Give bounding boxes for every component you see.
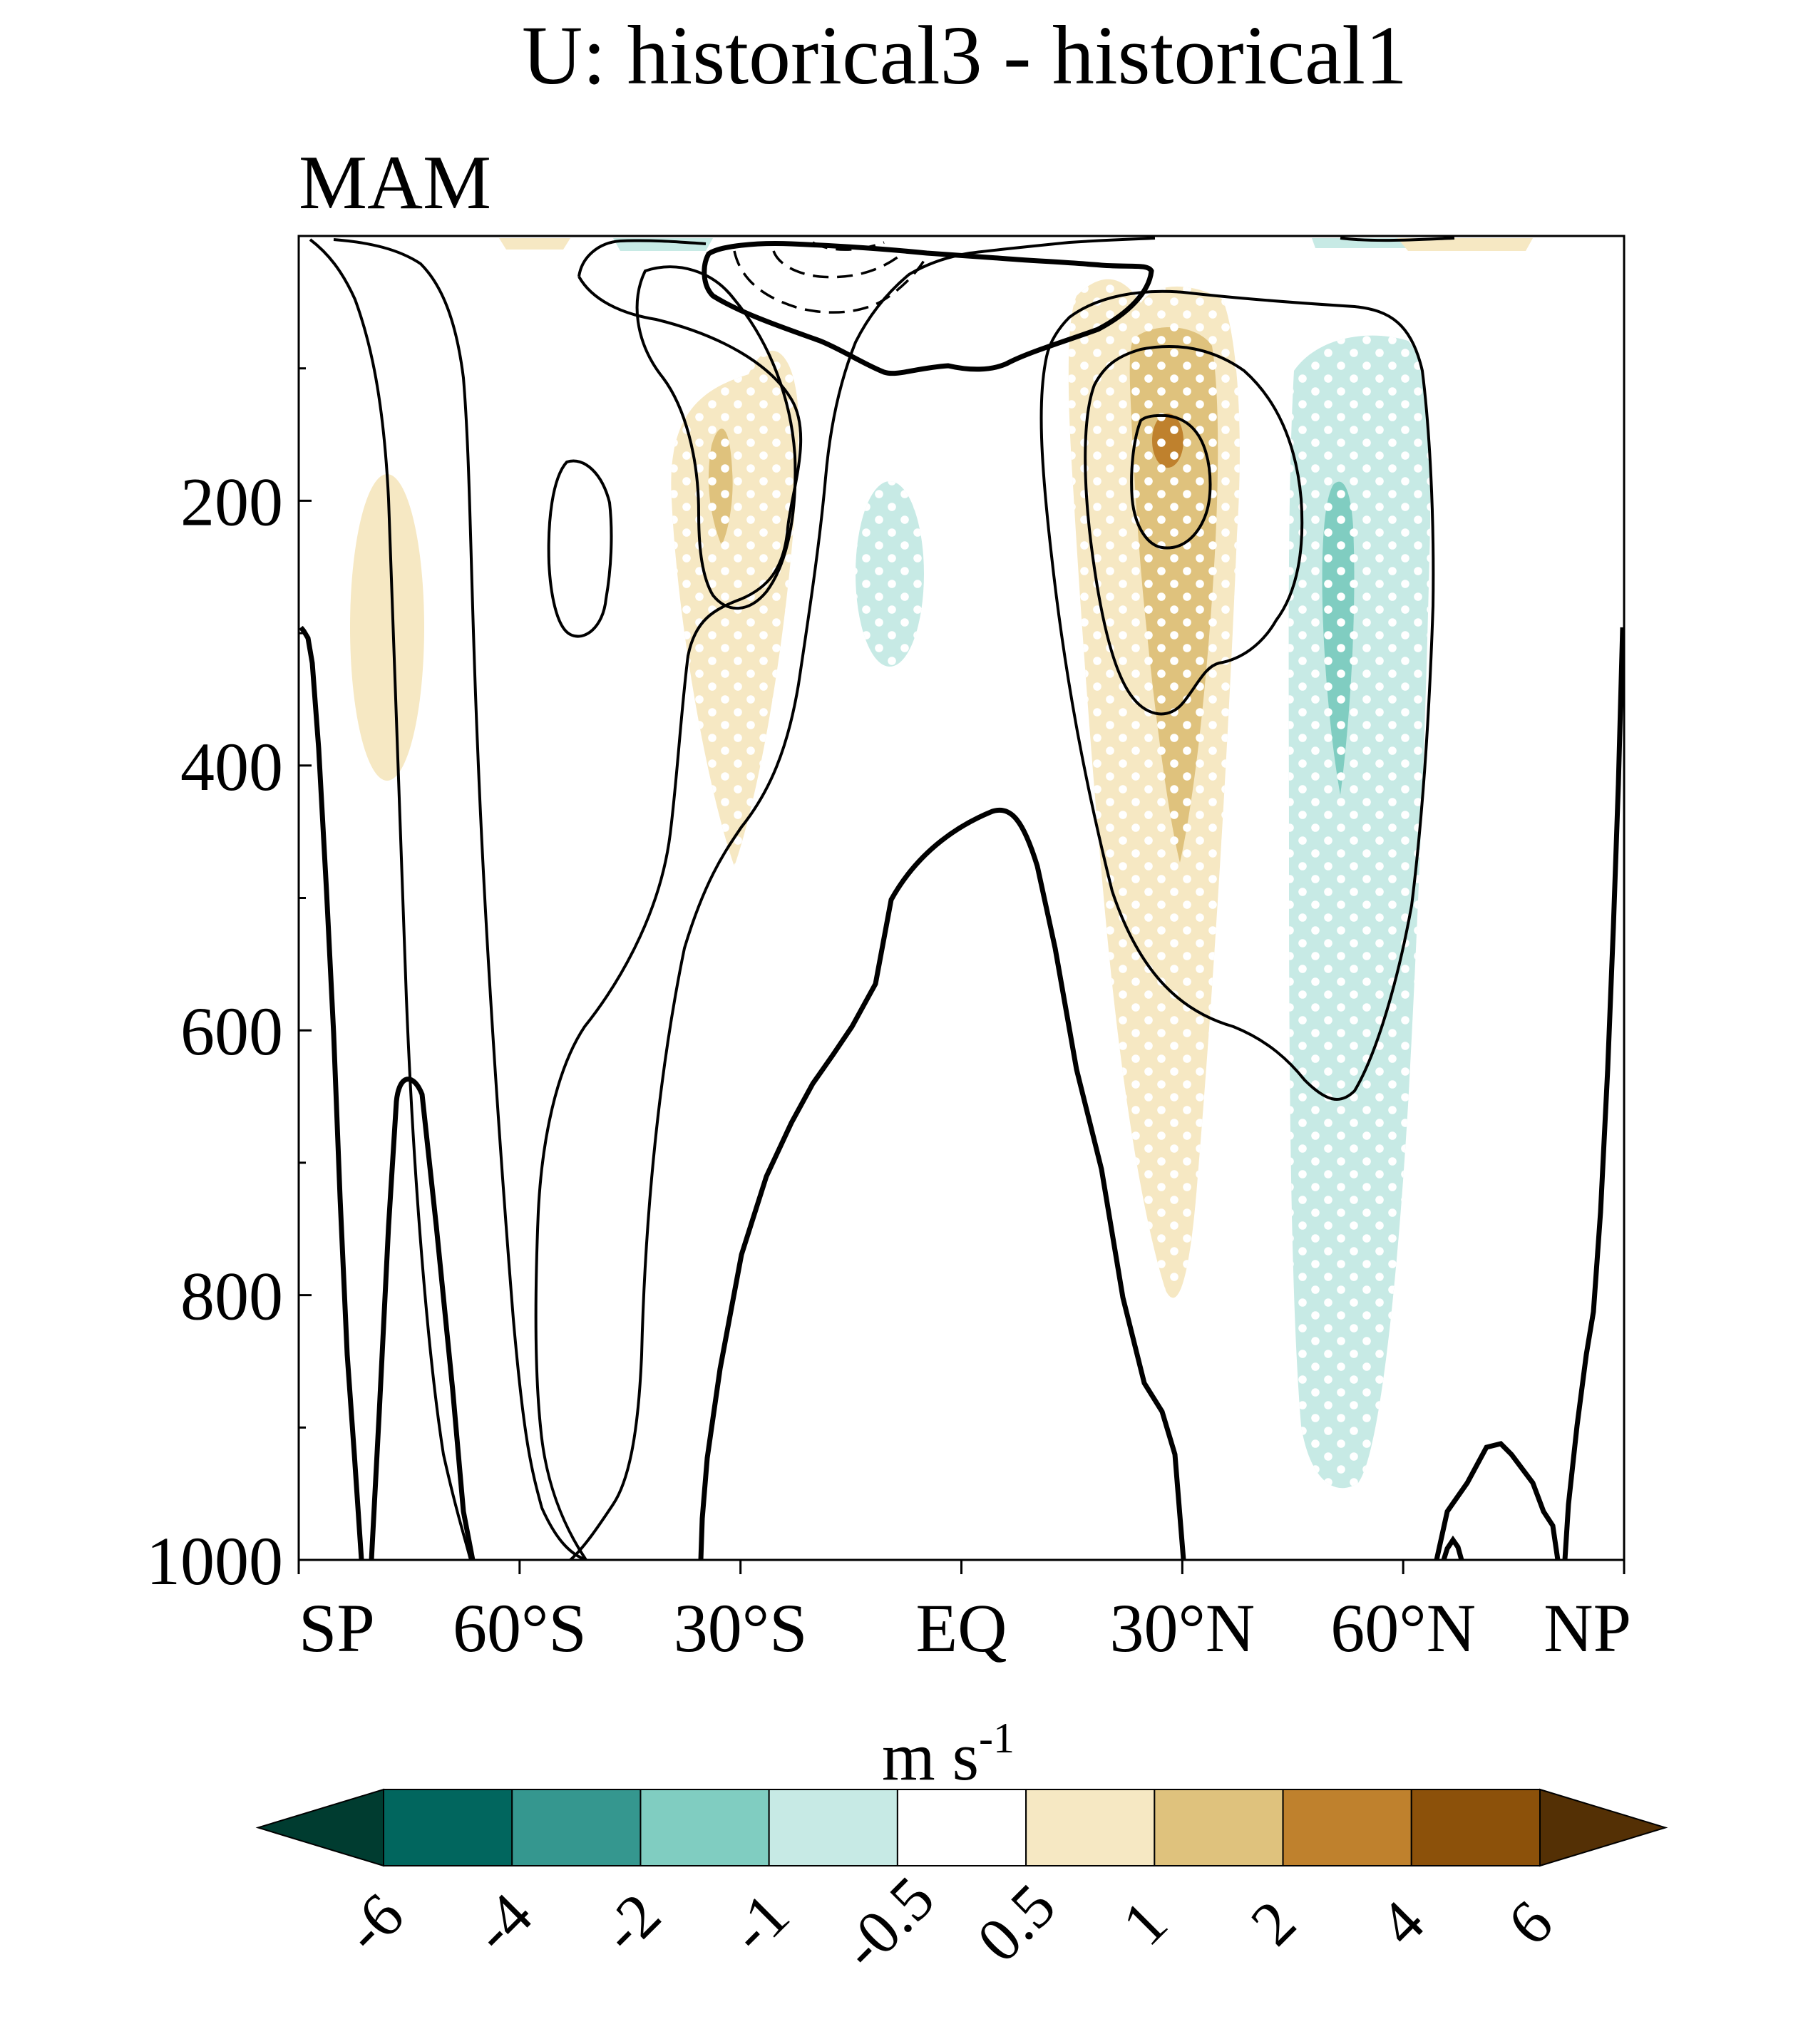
contour-zero-tropics [698, 807, 1186, 1560]
y-tick-label: 600 [180, 993, 283, 1069]
colorbar-tick-label: 6 [1495, 1888, 1566, 1959]
contour-south-jet-upper [534, 239, 803, 1560]
contour-negative-dashed-1 [733, 250, 930, 314]
season-label: MAM [299, 140, 491, 225]
x-tick-label: 60°N [1330, 1590, 1476, 1666]
contour-north-polar-thin [1340, 237, 1455, 242]
contour-north-jet-middle [1084, 345, 1304, 716]
colorbar-cell [1410, 1789, 1541, 1866]
x-tick-label: NP [1544, 1590, 1631, 1666]
colorbar-cell [1025, 1789, 1156, 1866]
contour-zero-south-polar [299, 625, 364, 1560]
y-tick-label: 800 [180, 1258, 283, 1335]
x-tick-label: EQ [916, 1590, 1007, 1666]
x-tick-label: SP [299, 1590, 375, 1666]
contour-zero-south-high-latitude [369, 1077, 476, 1560]
y-tick-label: 1000 [146, 1523, 283, 1599]
colorbar-cell [896, 1789, 1027, 1866]
colorbar-cell [640, 1789, 770, 1866]
colorbar: m s-1 -6 -4 -2 -1 -0.5 0.5 1 2 4 6 [255, 1715, 1668, 1983]
colorbar-tick-labels: -6 -4 -2 -1 -0.5 0.5 1 2 4 6 [332, 1864, 1566, 1983]
contour-north-jet-inner [1130, 414, 1212, 550]
colorbar-unit-label: m s-1 [882, 1715, 1015, 1794]
colorbar-cell [768, 1789, 898, 1866]
contour-zero-upper-tropics [702, 241, 1154, 376]
contour-south-1 [309, 238, 472, 1560]
colorbar-tick-label: -4 [460, 1881, 545, 1966]
colorbar-unit: m s [882, 1718, 979, 1794]
contour-north-jet-outer [1039, 289, 1435, 1101]
x-tick-label: 60°S [453, 1590, 587, 1666]
contour-zero-north-polar [1434, 1441, 1561, 1560]
y-tick-label: 200 [180, 463, 283, 540]
contour-south-jet-outer [333, 238, 587, 1560]
colorbar-cell [1282, 1789, 1412, 1866]
colorbar-tick-label: 4 [1367, 1888, 1438, 1959]
colorbar-unit-exponent: -1 [979, 1715, 1015, 1762]
contour-south-inner-loop [547, 459, 613, 638]
colorbar-cells [255, 1788, 1668, 1867]
shade-south-polar-positive [350, 474, 424, 781]
colorbar-tick-label: 2 [1238, 1888, 1310, 1959]
contour-south-jet-inner-loop [569, 237, 1156, 1560]
climatology-contours [299, 237, 1624, 1560]
chart-title: U: historical3 - historical1 [522, 9, 1407, 102]
colorbar-extend-low [255, 1788, 384, 1867]
y-axis: 200 400 600 800 1000 [146, 367, 312, 1599]
colorbar-tick-label: -6 [332, 1881, 417, 1966]
x-tick-label: 30°S [674, 1590, 808, 1666]
shade-top-strip-positive-1 [499, 238, 570, 250]
colorbar-tick-label: 1 [1109, 1888, 1181, 1959]
colorbar-cell [511, 1789, 642, 1866]
colorbar-tick-label: -2 [588, 1881, 674, 1966]
shade-top-strip-positive-2 [1397, 238, 1533, 251]
contour-zero-north-polar-2 [1562, 627, 1624, 1560]
colorbar-tick-label: -0.5 [828, 1864, 947, 1983]
colorbar-tick-label: 0.5 [965, 1871, 1069, 1976]
colorbar-tick-label: -1 [717, 1881, 802, 1966]
x-axis: SP 60°S 30°S EQ 30°N 60°N NP [297, 1560, 1631, 1666]
contour-zero-north-edge [1441, 1535, 1464, 1560]
x-tick-label: 30°N [1109, 1590, 1255, 1666]
contour-negative-dashed-2 [772, 250, 907, 279]
colorbar-cell [1154, 1789, 1284, 1866]
shaded-difference-field [350, 238, 1533, 1489]
plot-area [299, 237, 1624, 1560]
colorbar-cell [383, 1789, 513, 1866]
y-tick-label: 400 [180, 729, 283, 805]
contour-south-subtropical-loop [635, 265, 797, 610]
contour-negative-dashed-3 [812, 241, 885, 251]
colorbar-extend-high [1539, 1788, 1668, 1867]
